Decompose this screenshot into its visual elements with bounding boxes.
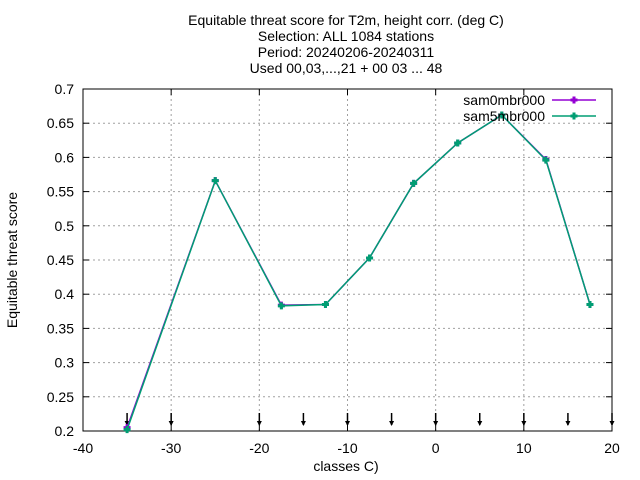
x-tick-label: -10: [337, 440, 357, 456]
series-line-sam0mbr000: [126, 114, 591, 428]
class-boundary-marker: [168, 413, 174, 426]
y-tick-label: 0.5: [55, 218, 75, 234]
class-boundary-marker: [565, 413, 571, 426]
data-point: [454, 139, 462, 147]
x-axis-ticks: -40 -30 -20 -10 0 10 20: [73, 89, 620, 456]
title-line: Period: 20240206-20240311: [258, 44, 435, 60]
x-tick-label: -30: [161, 440, 181, 456]
data-point: [123, 426, 131, 434]
legend-marker: [570, 112, 578, 120]
class-boundary-marker: [389, 413, 395, 426]
y-tick-label: 0.2: [55, 423, 75, 439]
title-line: Used 00,03,...,21 + 00 03 ... 48: [250, 60, 443, 76]
y-tick-label: 0.65: [47, 115, 74, 131]
x-tick-label: 0: [432, 440, 440, 456]
data-point: [410, 179, 418, 187]
legend-label: sam0mbr000: [463, 92, 545, 108]
class-boundary-marker: [433, 413, 439, 426]
chart-title: Equitable threat score for T2m, height c…: [188, 12, 504, 76]
class-boundary-marker: [300, 413, 306, 426]
data-point: [498, 111, 506, 119]
x-tick-label: 20: [604, 440, 620, 456]
grid: [83, 89, 612, 431]
data-point: [366, 254, 374, 262]
data-point: [586, 300, 594, 308]
data-point: [321, 300, 329, 308]
data-point: [277, 302, 285, 310]
class-boundary-marker: [345, 413, 350, 426]
data-point: [542, 156, 550, 164]
class-boundary-markers: [124, 413, 615, 426]
y-tick-label: 0.25: [47, 389, 74, 405]
x-axis-label: classes C): [313, 458, 378, 474]
x-tick-label: -20: [249, 440, 269, 456]
legend-label: sam5mbr000: [463, 108, 545, 124]
x-tick-label: 10: [516, 440, 532, 456]
y-tick-label: 0.35: [47, 320, 74, 336]
legend-marker: [570, 96, 578, 104]
y-axis-ticks: 0.2 0.25 0.3 0.35 0.4 0.45 0.5 0.55 0.6 0.65 0.7: [47, 81, 612, 439]
y-tick-label: 0.55: [47, 184, 74, 200]
x-tick-label: -40: [73, 440, 93, 456]
series-line-sam5mbr000: [126, 114, 591, 430]
title-line: Equitable threat score for T2m, height c…: [188, 12, 504, 28]
y-tick-label: 0.3: [55, 355, 75, 371]
y-tick-label: 0.45: [47, 252, 74, 268]
class-boundary-marker: [521, 413, 527, 426]
y-axis-label: Equitable threat score: [4, 192, 20, 328]
y-tick-label: 0.4: [55, 286, 75, 302]
series-lines: [123, 111, 594, 434]
y-tick-label: 0.6: [55, 149, 75, 165]
class-boundary-marker: [477, 413, 483, 426]
title-line: Selection: ALL 1084 stations: [258, 28, 434, 44]
y-tick-label: 0.7: [55, 81, 75, 97]
class-boundary-marker: [256, 413, 262, 426]
data-point: [211, 177, 219, 185]
